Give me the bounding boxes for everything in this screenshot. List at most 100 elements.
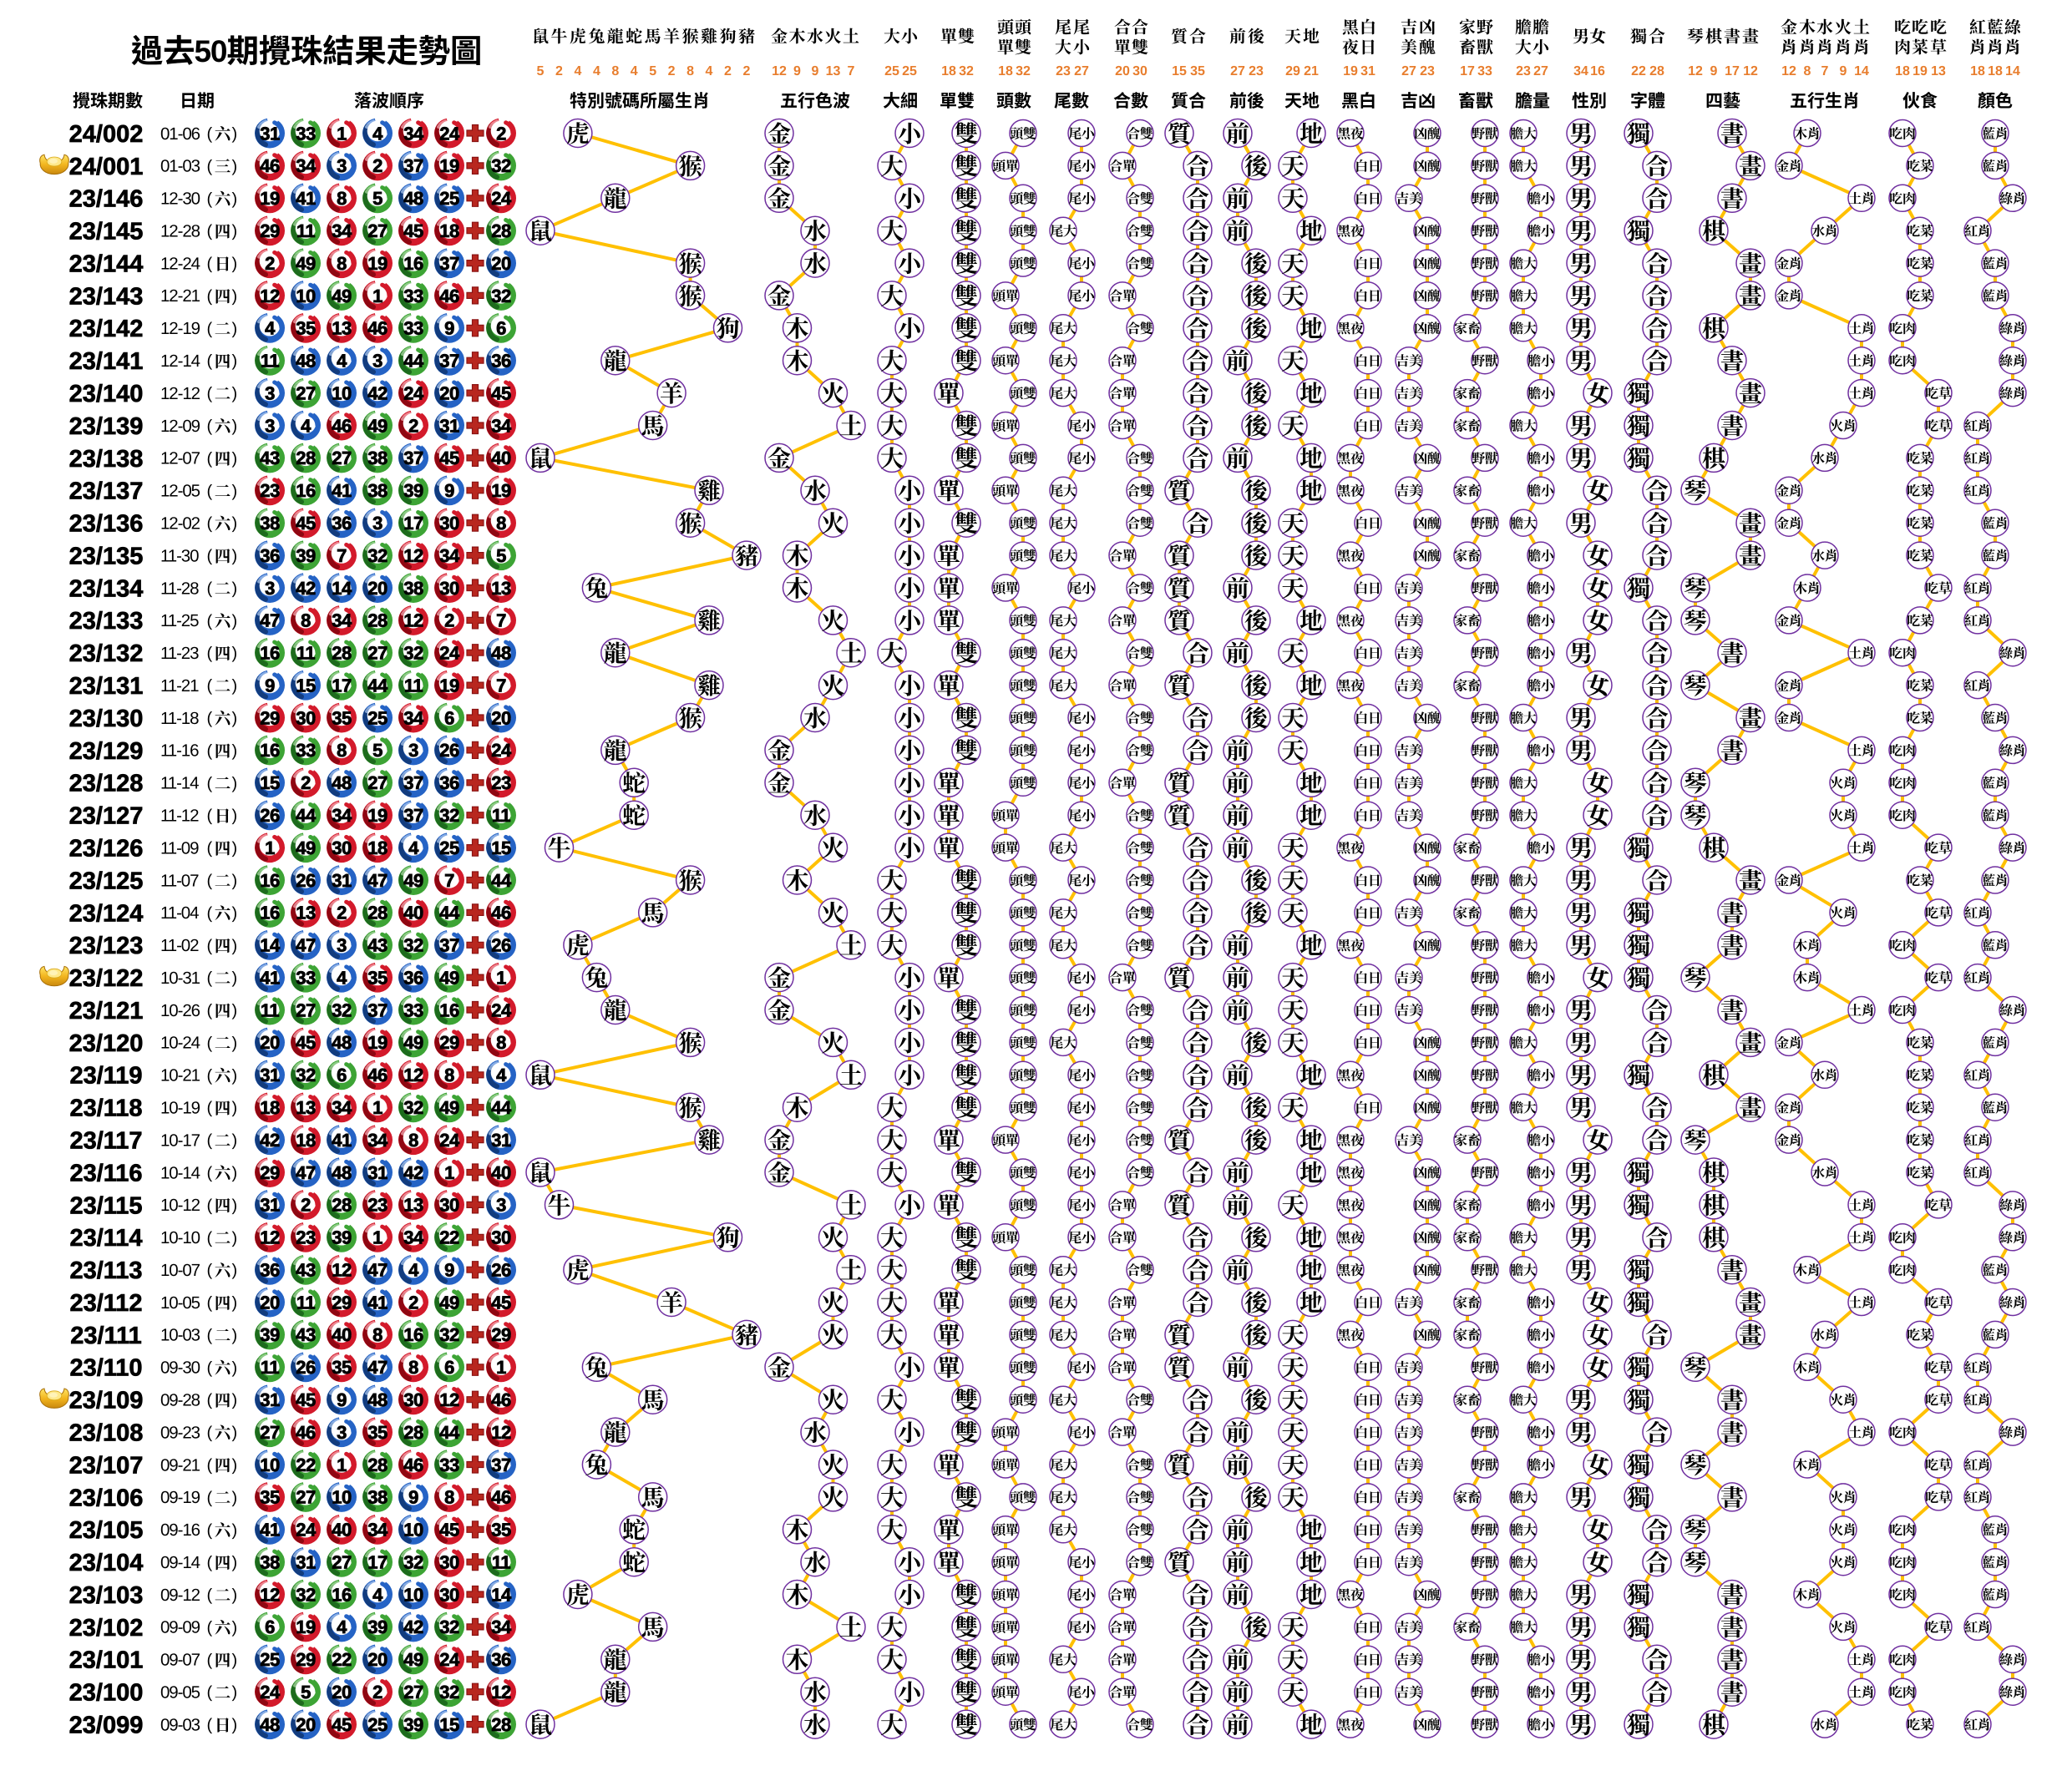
svg-text:(: ( — [207, 774, 213, 792]
svg-text:9: 9 — [1710, 64, 1718, 78]
svg-text:43: 43 — [296, 1324, 316, 1345]
svg-text:23/143: 23/143 — [69, 283, 144, 310]
svg-text:39: 39 — [296, 545, 316, 566]
svg-text:09-30: 09-30 — [160, 1359, 200, 1378]
svg-text:1: 1 — [372, 286, 382, 306]
svg-text:47: 47 — [367, 870, 388, 891]
svg-text:36: 36 — [332, 513, 352, 534]
svg-text:3: 3 — [372, 351, 382, 372]
svg-text:23/108: 23/108 — [69, 1420, 144, 1447]
svg-text:23: 23 — [296, 1227, 316, 1248]
svg-text:12-24: 12-24 — [160, 254, 200, 273]
svg-text:35: 35 — [332, 1357, 352, 1378]
svg-text:15: 15 — [260, 772, 280, 793]
svg-text:(: ( — [207, 190, 213, 208]
svg-text:46: 46 — [367, 318, 388, 339]
svg-text:12-30: 12-30 — [160, 190, 200, 209]
svg-text:23/146: 23/146 — [69, 186, 144, 213]
svg-text:9: 9 — [265, 675, 275, 696]
svg-text:38: 38 — [367, 448, 388, 468]
svg-text:6: 6 — [444, 707, 454, 728]
svg-text:3: 3 — [337, 935, 347, 956]
svg-text:32: 32 — [403, 1552, 423, 1573]
svg-text:23/117: 23/117 — [69, 1128, 142, 1155]
svg-text:23/120: 23/120 — [69, 1030, 144, 1057]
svg-text:36: 36 — [491, 1649, 511, 1670]
svg-text:(: ( — [207, 1229, 213, 1247]
svg-text:47: 47 — [296, 935, 316, 956]
svg-text:44: 44 — [491, 1097, 512, 1118]
svg-text:23/105: 23/105 — [69, 1517, 144, 1544]
svg-text:22: 22 — [332, 1649, 352, 1670]
svg-text:32: 32 — [296, 1584, 316, 1605]
svg-text:12-21: 12-21 — [160, 286, 200, 306]
svg-text:09-14: 09-14 — [160, 1553, 200, 1572]
svg-text:8: 8 — [496, 1032, 506, 1053]
svg-text:(: ( — [207, 1066, 213, 1085]
svg-text:): ) — [232, 710, 238, 728]
svg-text:48: 48 — [367, 1389, 388, 1410]
svg-text:18: 18 — [1988, 64, 2003, 78]
svg-text:12: 12 — [260, 286, 280, 306]
svg-text:): ) — [232, 547, 238, 565]
svg-text:24: 24 — [491, 999, 512, 1020]
svg-text:): ) — [232, 255, 238, 273]
svg-text:11: 11 — [296, 1292, 316, 1313]
svg-text:9: 9 — [444, 318, 454, 339]
svg-text:35: 35 — [491, 1520, 511, 1541]
svg-text:): ) — [232, 1391, 238, 1409]
svg-text:19: 19 — [491, 480, 511, 501]
svg-text:26: 26 — [439, 740, 459, 761]
svg-text:38: 38 — [367, 1487, 388, 1508]
svg-text:8: 8 — [408, 1357, 418, 1378]
svg-text:30: 30 — [439, 513, 459, 534]
svg-text:30: 30 — [403, 1389, 423, 1410]
svg-text:23/122: 23/122 — [69, 965, 144, 992]
svg-text:22: 22 — [1631, 64, 1646, 78]
svg-text:25: 25 — [367, 1714, 388, 1735]
svg-text:23/134: 23/134 — [69, 575, 144, 602]
svg-text:1: 1 — [337, 1455, 347, 1475]
svg-text:32: 32 — [1016, 64, 1031, 78]
svg-text:20: 20 — [367, 578, 388, 599]
svg-text:11: 11 — [492, 805, 511, 826]
svg-text:23/137: 23/137 — [69, 478, 144, 505]
svg-text:34: 34 — [491, 1617, 512, 1637]
svg-text:12: 12 — [772, 64, 787, 78]
svg-text:29: 29 — [260, 220, 280, 241]
svg-text:2: 2 — [301, 772, 311, 793]
svg-text:8: 8 — [444, 1065, 454, 1085]
svg-text:39: 39 — [260, 1324, 280, 1345]
svg-text:2: 2 — [743, 64, 751, 78]
svg-text:1: 1 — [337, 123, 347, 144]
svg-text:3: 3 — [265, 578, 275, 599]
svg-text:(: ( — [207, 1651, 213, 1669]
svg-text:34: 34 — [332, 220, 352, 241]
svg-text:23/127: 23/127 — [69, 803, 144, 830]
svg-text:19: 19 — [367, 253, 388, 274]
svg-text:10-19: 10-19 — [160, 1099, 200, 1118]
svg-text:27: 27 — [403, 1682, 423, 1703]
svg-text:9: 9 — [408, 1487, 418, 1508]
svg-text:1: 1 — [496, 1357, 506, 1378]
svg-text:40: 40 — [403, 903, 423, 923]
svg-text:49: 49 — [403, 1649, 423, 1670]
svg-text:8: 8 — [337, 253, 347, 274]
svg-text:40: 40 — [332, 1324, 352, 1345]
svg-text:18: 18 — [439, 220, 459, 241]
svg-text:): ) — [232, 352, 238, 371]
svg-text:44: 44 — [403, 351, 424, 372]
svg-text:37: 37 — [403, 772, 423, 793]
svg-text:7: 7 — [496, 610, 506, 631]
svg-text:10-14: 10-14 — [160, 1163, 200, 1182]
svg-text:4: 4 — [301, 415, 312, 436]
svg-text:17: 17 — [332, 675, 352, 696]
svg-text:28: 28 — [491, 1714, 511, 1735]
svg-text:25: 25 — [439, 188, 459, 209]
svg-text:49: 49 — [403, 1032, 423, 1053]
svg-text:23/121: 23/121 — [69, 998, 144, 1025]
svg-text:23/115: 23/115 — [69, 1192, 142, 1219]
svg-text:): ) — [232, 579, 238, 598]
svg-text:45: 45 — [296, 1032, 316, 1053]
svg-text:): ) — [232, 320, 238, 338]
